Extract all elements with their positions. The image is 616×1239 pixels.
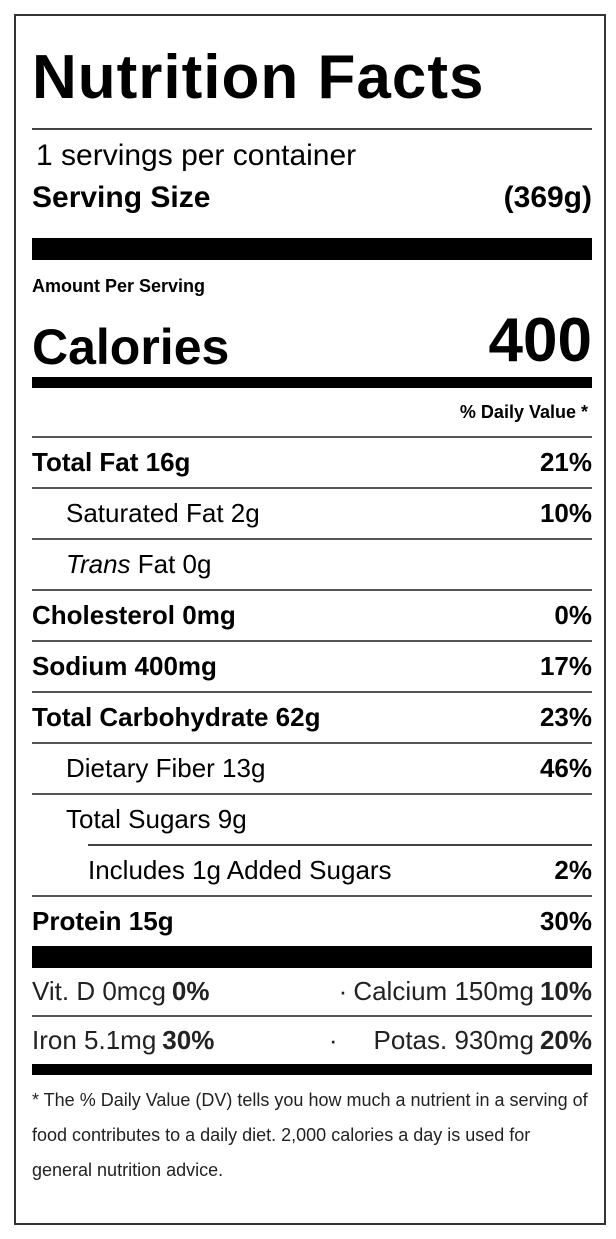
medium-divider bbox=[32, 1064, 592, 1075]
nutrition-facts-label: Nutrition Facts 1 servings per container… bbox=[14, 14, 606, 1225]
nutrient-row-dietary-fiber: Dietary Fiber 13g 46% bbox=[32, 744, 592, 795]
nutrient-label: Trans Fat 0g bbox=[66, 549, 212, 579]
thick-divider bbox=[32, 238, 592, 260]
thick-divider bbox=[32, 946, 592, 968]
calories-row: Calories 400 bbox=[32, 297, 592, 377]
nutrient-row-added-sugars: Includes 1g Added Sugars 2% bbox=[32, 846, 592, 897]
mineral-iron: Iron 5.1mg 30% bbox=[32, 1025, 215, 1055]
serving-size-value: (369g) bbox=[503, 181, 592, 214]
mineral-potassium: · Potas. 930mg 20% bbox=[328, 1025, 592, 1055]
nutrient-row-saturated-fat: Saturated Fat 2g 10% bbox=[32, 489, 592, 540]
nutrient-row-sodium: Sodium 400mg 17% bbox=[32, 642, 592, 693]
mineral-calcium: · Calcium 150mg 10% bbox=[338, 976, 592, 1006]
footnote: * The % Daily Value (DV) tells you how m… bbox=[32, 1090, 588, 1180]
mineral-vitamin-d: Vit. D 0mcg 0% bbox=[32, 976, 210, 1006]
medium-divider bbox=[32, 377, 592, 388]
nutrient-dv: 17% bbox=[539, 651, 592, 681]
nutrient-label: Dietary Fiber 13g bbox=[66, 753, 266, 783]
nutrient-label: Total Sugars 9g bbox=[66, 804, 247, 834]
nutrient-dv: 21% bbox=[539, 447, 592, 477]
nutrient-label: Includes 1g Added Sugars bbox=[88, 855, 392, 885]
nutrient-dv: 10% bbox=[539, 498, 592, 528]
nutrient-dv: 30% bbox=[539, 906, 592, 936]
nutrient-dv: 46% bbox=[539, 753, 592, 783]
nutrient-label: Protein 15g bbox=[32, 906, 174, 936]
nutrient-row-total-fat: Total Fat 16g 21% bbox=[32, 438, 592, 489]
nutrient-label: Cholesterol 0mg bbox=[32, 600, 236, 630]
nutrient-label: Total Fat 16g bbox=[32, 447, 191, 477]
nutrient-dv: 2% bbox=[554, 855, 592, 885]
nutrient-label: Saturated Fat 2g bbox=[66, 498, 260, 528]
mineral-row: Vit. D 0mcg 0% · Calcium 150mg 10% bbox=[32, 968, 592, 1017]
amount-per-serving: Amount Per Serving bbox=[32, 276, 206, 296]
nutrient-label: Sodium 400mg bbox=[32, 651, 217, 681]
divider bbox=[32, 128, 592, 130]
nutrient-row-trans-fat: Trans Fat 0g bbox=[32, 540, 592, 591]
nutrient-row-total-carbohydrate: Total Carbohydrate 62g 23% bbox=[32, 693, 592, 744]
servings-per-container: 1 servings per container bbox=[36, 139, 357, 172]
nutrient-dv: 0% bbox=[554, 600, 592, 630]
nutrient-row-protein: Protein 15g 30% bbox=[32, 897, 592, 946]
divider bbox=[88, 844, 592, 846]
nutrient-row-cholesterol: Cholesterol 0mg 0% bbox=[32, 591, 592, 642]
serving-size: Serving Size (369g) bbox=[32, 176, 592, 238]
calories-label: Calories bbox=[32, 319, 230, 375]
mineral-row: Iron 5.1mg 30% · Potas. 930mg 20% bbox=[32, 1017, 592, 1064]
serving-size-label: Serving Size bbox=[32, 181, 211, 214]
calories-value: 400 bbox=[488, 306, 592, 375]
nutrient-dv: 23% bbox=[539, 702, 592, 732]
label-title: Nutrition Facts bbox=[32, 43, 485, 112]
daily-value-header: % Daily Value * bbox=[32, 388, 592, 438]
nutrient-row-total-sugars: Total Sugars 9g bbox=[32, 795, 592, 844]
nutrient-label: Total Carbohydrate 62g bbox=[32, 702, 321, 732]
